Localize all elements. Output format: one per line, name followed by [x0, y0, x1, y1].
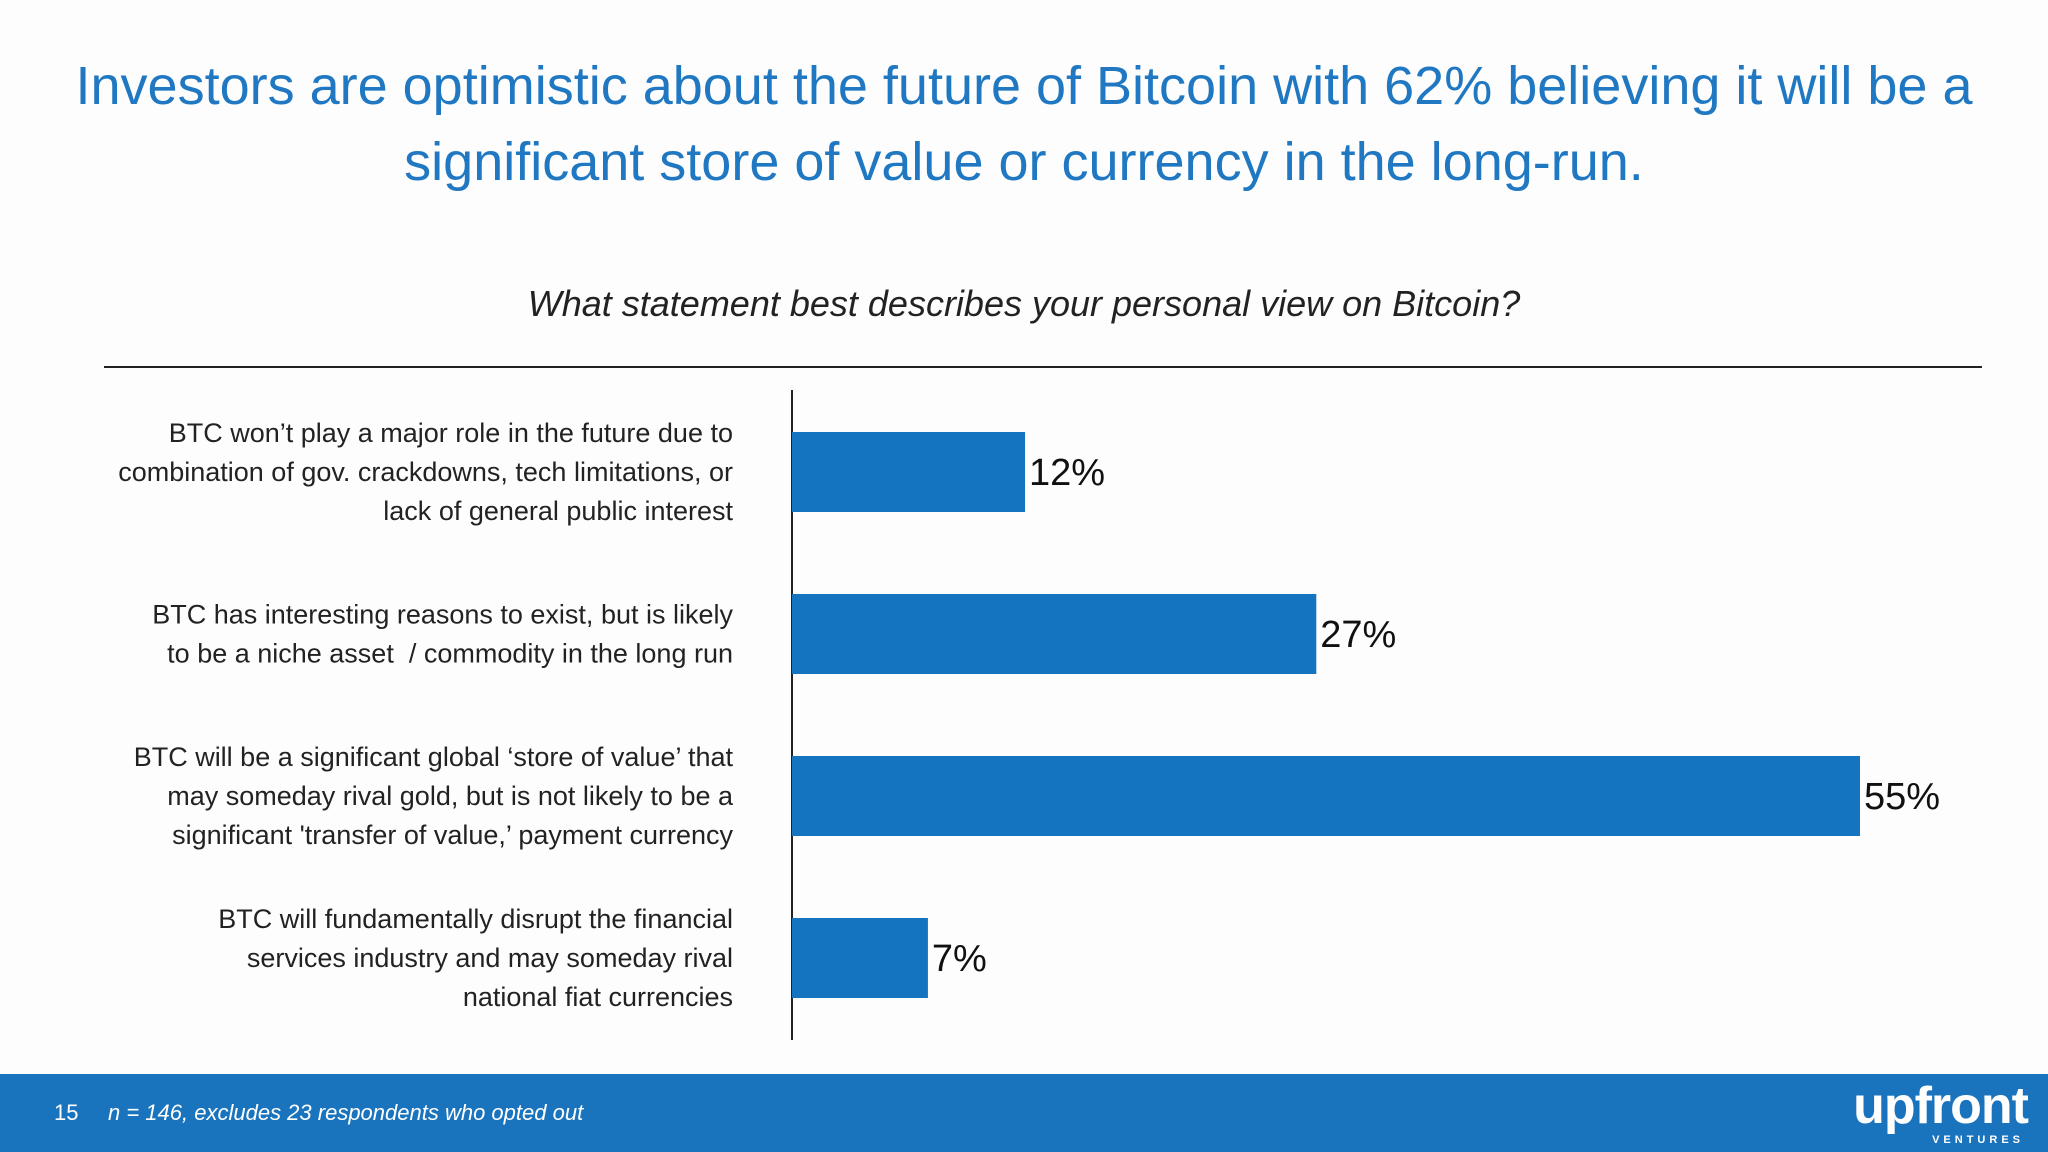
- category-label-3-line-2: may someday rival gold, but is not likel…: [167, 781, 734, 811]
- category-label-4-line-2: services industry and may someday rival: [247, 943, 733, 973]
- category-label-4-line-1: BTC will fundamentally disrupt the finan…: [218, 904, 733, 934]
- category-label-1-line-2: combination of gov. crackdowns, tech lim…: [118, 457, 733, 487]
- category-label-1-line-3: lack of general public interest: [383, 496, 733, 526]
- category-label-3: BTC will be a significant global ‘store …: [134, 742, 734, 850]
- category-label-1: BTC won’t play a major role in the futur…: [118, 418, 733, 526]
- divider-rule: [104, 366, 1982, 368]
- category-label-2: BTC has interesting reasons to exist, bu…: [152, 600, 733, 669]
- logo-subtext: VENTURES: [1932, 1134, 2024, 1146]
- category-label-3-line-1: BTC will be a significant global ‘store …: [134, 742, 734, 772]
- data-label-4: 7%: [932, 938, 987, 980]
- category-label-1-line-1: BTC won’t play a major role in the futur…: [169, 418, 733, 448]
- category-label-4-line-3: national fiat currencies: [463, 982, 733, 1012]
- bar-2: [792, 594, 1317, 674]
- data-label-3: 55%: [1864, 776, 1940, 818]
- bar-3: [792, 756, 1860, 836]
- category-label-2-line-1: BTC has interesting reasons to exist, bu…: [152, 600, 733, 630]
- logo-wordmark: upfront: [1853, 1077, 2029, 1135]
- data-label-2: 27%: [1320, 614, 1396, 656]
- upfront-logo: upfront VENTURES: [1828, 1077, 2029, 1148]
- slide-headline: Investors are optimistic about the futur…: [75, 56, 1973, 192]
- bar-4: [792, 918, 928, 998]
- footer-bar: 15 n = 146, excludes 23 respondents who …: [0, 1074, 2048, 1152]
- chart-title: What statement best describes your perso…: [527, 283, 1521, 324]
- page-number: 15: [54, 1100, 79, 1125]
- bar-chart: 12% BTC won’t play a major role in the fu…: [118, 390, 1940, 1040]
- category-label-4: BTC will fundamentally disrupt the finan…: [218, 904, 733, 1012]
- data-label-1: 12%: [1029, 452, 1105, 494]
- bar-1: [792, 432, 1026, 512]
- category-label-3-line-3: significant 'transfer of value,’ payment…: [172, 820, 733, 850]
- category-label-2-line-2: to be a niche asset / commodity in the l…: [167, 639, 733, 669]
- footnote: n = 146, excludes 23 respondents who opt…: [108, 1100, 584, 1125]
